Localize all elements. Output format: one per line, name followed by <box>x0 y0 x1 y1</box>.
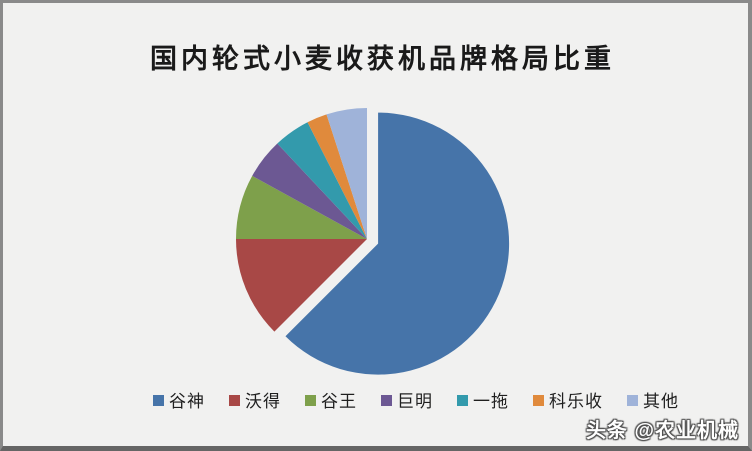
legend-label: 谷王 <box>321 392 357 411</box>
legend-label: 谷神 <box>169 392 205 411</box>
pie-slice-2 <box>235 175 367 239</box>
pie-slice-4 <box>277 122 367 239</box>
chart-title: 国内轮式小麦收获机品牌格局比重 <box>150 44 615 74</box>
legend-item-6: 其他 <box>627 387 679 412</box>
legend-label: 巨明 <box>397 392 433 411</box>
legend-label: 其他 <box>643 392 679 411</box>
legend-item-0: 谷神 <box>153 387 205 412</box>
legend-item-3: 巨明 <box>381 387 433 412</box>
pie-slice-5 <box>307 114 367 239</box>
pie-slice-3 <box>252 143 367 239</box>
legend-item-2: 谷王 <box>305 387 357 412</box>
legend-swatch-icon <box>153 394 164 406</box>
chart-legend: 谷神 沃得 谷王 巨明 一拖 科乐收 其他 <box>153 387 679 412</box>
legend-item-5: 科乐收 <box>533 387 603 412</box>
legend-swatch-icon <box>457 394 468 406</box>
watermark: 头条 @农业机械 <box>585 420 739 442</box>
legend-swatch-icon <box>533 394 544 406</box>
legend-swatch-icon <box>381 394 392 406</box>
pie-chart <box>235 108 510 375</box>
legend-swatch-icon <box>305 394 316 406</box>
pie-slice-1 <box>236 239 367 332</box>
legend-swatch-icon <box>229 394 240 406</box>
legend-label: 沃得 <box>245 392 281 411</box>
pie-slice-0 <box>285 112 510 375</box>
legend-label: 科乐收 <box>549 392 603 411</box>
legend-item-1: 沃得 <box>229 387 281 412</box>
legend-label: 一拖 <box>473 392 509 411</box>
pie-slice-6 <box>326 108 367 239</box>
legend-item-4: 一拖 <box>457 387 509 412</box>
legend-swatch-icon <box>627 394 638 406</box>
